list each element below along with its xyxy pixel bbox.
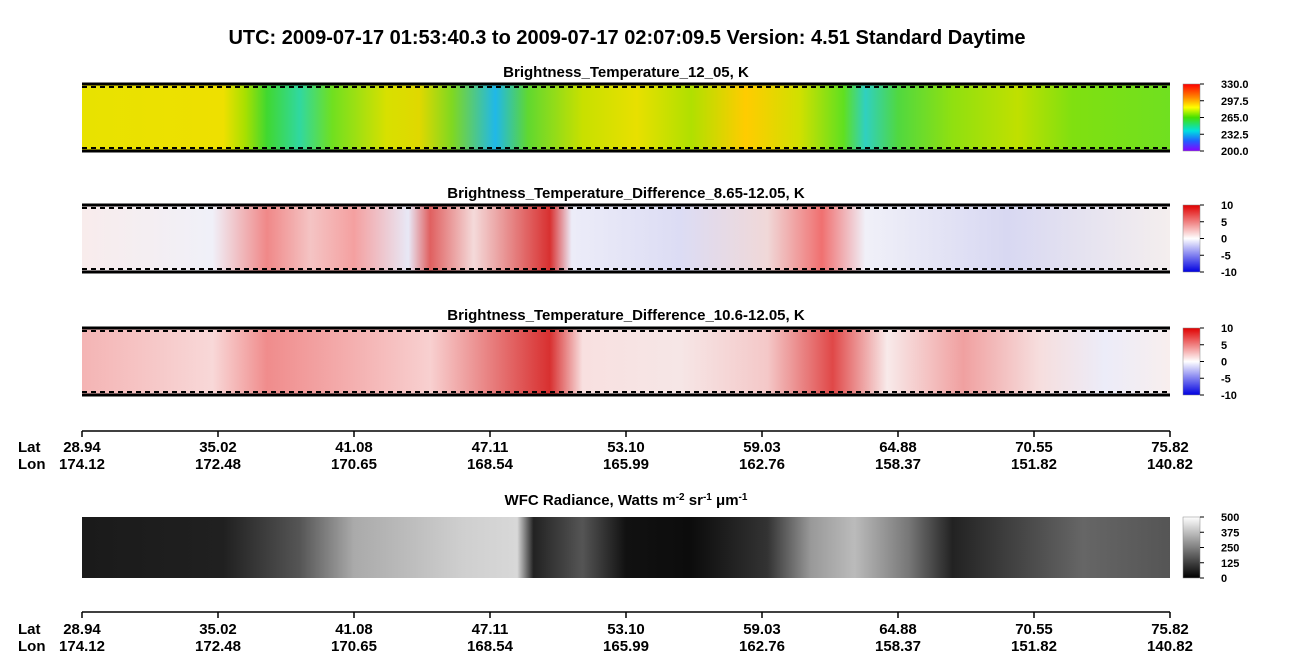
lat-tick-label: 28.94 [63, 439, 101, 456]
lat-tick-label: 41.08 [335, 621, 373, 638]
title-part: sr [685, 492, 704, 509]
title-superscript: -2 [676, 492, 685, 503]
image-strip [82, 205, 1170, 272]
colorbar-tick-label: 5 [1221, 217, 1227, 229]
lat-tick-label: 53.10 [607, 439, 645, 456]
lon-tick-label: 162.76 [739, 456, 785, 473]
title-part: Brightness_Temperature_Difference_8.65-1… [447, 185, 805, 202]
lat-tick-label: 59.03 [743, 621, 781, 638]
colorbar-tick-label: 265.0 [1221, 113, 1249, 125]
lon-tick-label: 158.37 [875, 456, 921, 473]
panel-title: Brightness_Temperature_12_05, K [503, 64, 749, 81]
lat-tick-label: 35.02 [199, 439, 237, 456]
panel-title: Brightness_Temperature_Difference_10.6-1… [447, 307, 805, 324]
panel-title: WFC Radiance, Watts m-2 sr-1 μm-1 [505, 492, 748, 510]
lat-tick-label: 75.82 [1151, 439, 1189, 456]
image-strip [82, 517, 1170, 578]
colorbar-tick-label: 250 [1221, 543, 1239, 555]
colorbar-tick-label: 0 [1221, 234, 1227, 246]
lon-tick-label: 151.82 [1011, 456, 1057, 473]
lat-tick-label: 64.88 [879, 621, 917, 638]
figure-title: UTC: 2009-07-17 01:53:40.3 to 2009-07-17… [228, 27, 1025, 49]
title-superscript: -1 [703, 492, 712, 503]
colorbar [1182, 516, 1201, 579]
lon-tick-label: 151.82 [1011, 638, 1057, 655]
lat-tick-label: 59.03 [743, 439, 781, 456]
colorbar-tick-label: 297.5 [1221, 96, 1249, 108]
lon-tick-label: 158.37 [875, 638, 921, 655]
lon-tick-label: 140.82 [1147, 456, 1193, 473]
colorbar-tick-label: 375 [1221, 527, 1239, 539]
colorbar-tick-label: -10 [1221, 390, 1237, 402]
lat-tick-label: 53.10 [607, 621, 645, 638]
lat-tick-label: 41.08 [335, 439, 373, 456]
lat-tick-label: 28.94 [63, 621, 101, 638]
colorbar-tick-label: -5 [1221, 373, 1231, 385]
colorbar-tick-label: 10 [1221, 200, 1233, 212]
lat-tick-label: 47.11 [472, 439, 509, 456]
lon-label: Lon [18, 456, 46, 473]
lon-tick-label: 162.76 [739, 638, 785, 655]
image-strip [82, 328, 1170, 395]
colorbar [1182, 83, 1201, 152]
lat-tick-label: 70.55 [1015, 621, 1053, 638]
colorbar [1182, 327, 1201, 396]
title-part: WFC Radiance, Watts m [505, 492, 676, 509]
colorbar-tick-label: 500 [1221, 512, 1239, 524]
lon-tick-label: 174.12 [59, 456, 105, 473]
colorbar-tick-label: 232.5 [1221, 129, 1249, 141]
colorbar-tick-label: 125 [1221, 558, 1239, 570]
lon-tick-label: 174.12 [59, 638, 105, 655]
lat-tick-label: 47.11 [472, 621, 509, 638]
lon-tick-label: 170.65 [331, 638, 377, 655]
lat-tick-label: 35.02 [199, 621, 237, 638]
colorbar-tick-label: 0 [1221, 573, 1227, 585]
lon-tick-label: 172.48 [195, 638, 241, 655]
lon-tick-label: 172.48 [195, 456, 241, 473]
colorbar-tick-label: -5 [1221, 250, 1231, 262]
lat-label: Lat [18, 621, 41, 638]
lat-tick-label: 64.88 [879, 439, 917, 456]
lon-tick-label: 168.54 [467, 456, 514, 473]
title-part: Brightness_Temperature_Difference_10.6-1… [447, 307, 805, 324]
lat-label: Lat [18, 439, 41, 456]
colorbar-tick-label: 330.0 [1221, 79, 1249, 91]
lat-tick-label: 75.82 [1151, 621, 1189, 638]
colorbar-tick-label: 200.0 [1221, 146, 1249, 158]
lon-tick-label: 140.82 [1147, 638, 1193, 655]
colorbar-tick-label: 10 [1221, 323, 1233, 335]
title-part: μm [712, 492, 739, 509]
image-strip [82, 84, 1170, 151]
lon-tick-label: 170.65 [331, 456, 377, 473]
title-superscript: -1 [739, 492, 748, 503]
colorbar-tick-label: 5 [1221, 340, 1227, 352]
lon-tick-label: 168.54 [467, 638, 514, 655]
title-part: Brightness_Temperature_12_05, K [503, 64, 749, 81]
lon-tick-label: 165.99 [603, 456, 649, 473]
lon-label: Lon [18, 638, 46, 655]
lon-tick-label: 165.99 [603, 638, 649, 655]
colorbar-tick-label: 0 [1221, 357, 1227, 369]
colorbar-tick-label: -10 [1221, 267, 1237, 279]
colorbar [1182, 204, 1201, 273]
panel-title: Brightness_Temperature_Difference_8.65-1… [447, 185, 805, 202]
lat-tick-label: 70.55 [1015, 439, 1053, 456]
